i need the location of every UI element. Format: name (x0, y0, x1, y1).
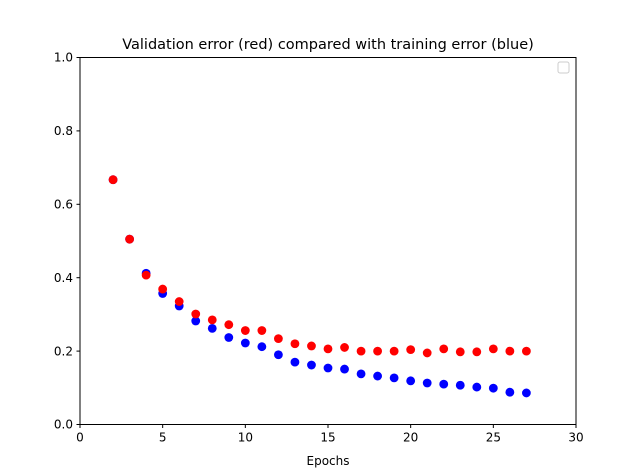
data-point (141, 270, 151, 280)
data-point (356, 369, 366, 379)
data-point (406, 345, 416, 355)
data-point (224, 320, 234, 330)
y-tick-label: 0.2 (54, 344, 73, 358)
y-tick-label: 0.8 (54, 124, 73, 138)
data-point (340, 364, 349, 374)
data-point (340, 343, 349, 352)
data-point (274, 334, 283, 344)
data-point (472, 382, 482, 392)
data-point (505, 346, 515, 356)
data-point (488, 383, 498, 393)
y-tick-label: 0.6 (54, 198, 73, 212)
data-point (191, 309, 201, 319)
data-point (174, 297, 184, 306)
data-point (422, 378, 432, 388)
data-point (323, 344, 333, 354)
data-point (274, 350, 283, 360)
data-point (505, 387, 515, 397)
data-point (439, 344, 449, 354)
x-axis-label: Epochs (307, 454, 350, 468)
x-tick-label: 25 (486, 431, 501, 445)
y-tick-label: 0.0 (54, 418, 73, 432)
y-tick-label: 1.0 (54, 51, 73, 65)
data-point (373, 346, 382, 356)
plot-area-frame (79, 57, 577, 425)
data-point (406, 376, 416, 386)
axis-ticks: 0 5 10 15 20 25 30 0.0 0.2 0.4 0.6 0.8 1.0 (54, 51, 584, 445)
data-point (257, 326, 267, 335)
data-point (108, 175, 118, 185)
data-point (290, 339, 300, 349)
x-tick-label: 5 (159, 431, 167, 445)
data-point (422, 348, 432, 358)
x-tick-label: 0 (76, 431, 84, 445)
data-point (125, 234, 134, 244)
legend-box (557, 61, 570, 74)
data-point (389, 373, 399, 383)
x-tick-label: 20 (403, 431, 418, 445)
data-point (439, 379, 449, 389)
data-point (472, 347, 482, 357)
data-point (522, 388, 531, 398)
data-point (455, 347, 465, 357)
data-point (307, 360, 316, 370)
data-point (307, 341, 316, 351)
data-point (224, 333, 234, 342)
data-point (522, 346, 531, 356)
data-point (191, 316, 201, 326)
data-point (207, 315, 217, 325)
data-point (240, 338, 250, 348)
chart-title: Validation error (red) compared with tra… (122, 37, 534, 53)
data-point (356, 346, 366, 356)
data-point (389, 346, 399, 356)
data-point (488, 344, 498, 354)
x-tick-label: 30 (568, 431, 583, 445)
data-point (240, 326, 250, 335)
data-point (290, 357, 300, 367)
y-tick-label: 0.4 (54, 271, 73, 285)
data-point (158, 284, 168, 294)
data-point (257, 342, 267, 352)
data-point (207, 323, 217, 333)
x-tick-label: 15 (320, 431, 335, 445)
data-point (323, 363, 333, 373)
data-points (108, 175, 531, 398)
data-point (455, 380, 465, 390)
data-point (373, 371, 382, 381)
series-1 (108, 175, 531, 358)
x-tick-label: 10 (238, 431, 253, 445)
